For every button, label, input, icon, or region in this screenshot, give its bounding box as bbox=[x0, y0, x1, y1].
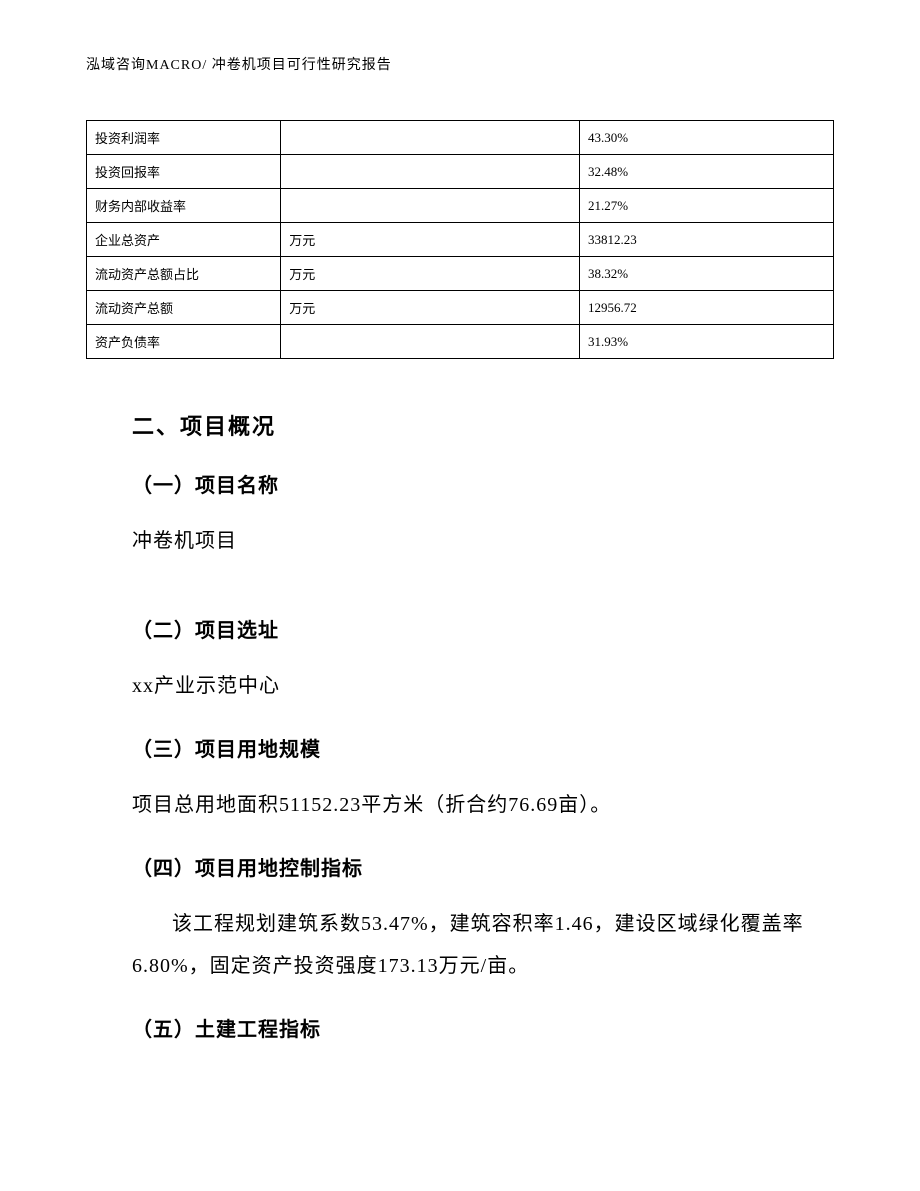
row-value: 12956.72 bbox=[580, 291, 834, 325]
table-row: 企业总资产 万元 33812.23 bbox=[87, 223, 834, 257]
row-value: 43.30% bbox=[580, 121, 834, 155]
row-unit: 万元 bbox=[281, 291, 580, 325]
subsection-title: （二）项目选址 bbox=[132, 614, 834, 643]
row-unit: 万元 bbox=[281, 257, 580, 291]
table-row: 流动资产总额占比 万元 38.32% bbox=[87, 257, 834, 291]
subsection-title: （四）项目用地控制指标 bbox=[132, 852, 834, 881]
financial-table: 投资利润率 43.30% 投资回报率 32.48% 财务内部收益率 21.27%… bbox=[86, 120, 834, 359]
subsection-title: （五）土建工程指标 bbox=[132, 1013, 834, 1042]
row-label: 资产负债率 bbox=[87, 325, 281, 359]
paragraph: 项目总用地面积51152.23平方米（折合约76.69亩）。 bbox=[132, 784, 834, 826]
row-unit: 万元 bbox=[281, 223, 580, 257]
table-row: 投资利润率 43.30% bbox=[87, 121, 834, 155]
row-value: 31.93% bbox=[580, 325, 834, 359]
row-value: 21.27% bbox=[580, 189, 834, 223]
subsection-title: （一）项目名称 bbox=[132, 469, 834, 498]
table-row: 资产负债率 31.93% bbox=[87, 325, 834, 359]
row-unit bbox=[281, 325, 580, 359]
row-label: 财务内部收益率 bbox=[87, 189, 281, 223]
table-row: 财务内部收益率 21.27% bbox=[87, 189, 834, 223]
paragraph: 该工程规划建筑系数53.47%，建筑容积率1.46，建设区域绿化覆盖率6.80%… bbox=[132, 903, 834, 987]
row-unit bbox=[281, 155, 580, 189]
page-content: 投资利润率 43.30% 投资回报率 32.48% 财务内部收益率 21.27%… bbox=[86, 120, 834, 1064]
table-row: 流动资产总额 万元 12956.72 bbox=[87, 291, 834, 325]
row-value: 38.32% bbox=[580, 257, 834, 291]
paragraph: 冲卷机项目 bbox=[132, 520, 834, 562]
row-label: 流动资产总额 bbox=[87, 291, 281, 325]
table-row: 投资回报率 32.48% bbox=[87, 155, 834, 189]
row-unit bbox=[281, 189, 580, 223]
row-label: 投资利润率 bbox=[87, 121, 281, 155]
row-unit bbox=[281, 121, 580, 155]
page-header: 泓域咨询MACRO/ 冲卷机项目可行性研究报告 bbox=[86, 54, 392, 74]
row-value: 33812.23 bbox=[580, 223, 834, 257]
subsection-title: （三）项目用地规模 bbox=[132, 733, 834, 762]
row-label: 投资回报率 bbox=[87, 155, 281, 189]
row-value: 32.48% bbox=[580, 155, 834, 189]
row-label: 流动资产总额占比 bbox=[87, 257, 281, 291]
row-label: 企业总资产 bbox=[87, 223, 281, 257]
section-title: 二、项目概况 bbox=[132, 409, 834, 441]
body-text: 二、项目概况 （一）项目名称 冲卷机项目 （二）项目选址 xx产业示范中心 （三… bbox=[86, 409, 834, 1042]
paragraph: xx产业示范中心 bbox=[132, 665, 834, 707]
